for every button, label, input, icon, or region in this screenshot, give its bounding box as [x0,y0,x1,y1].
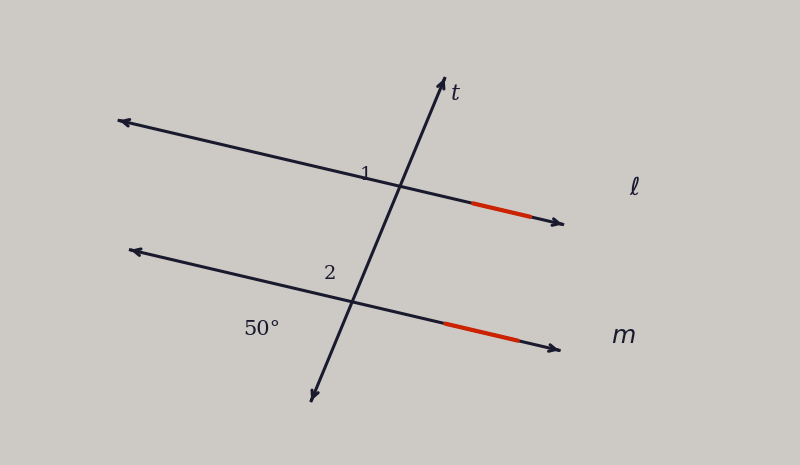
Text: 50°: 50° [243,320,281,339]
Text: t: t [451,83,460,105]
Text: $m$: $m$ [610,325,635,348]
Text: 1: 1 [360,166,372,184]
Text: 2: 2 [324,266,336,283]
Text: $\ell$: $\ell$ [629,175,640,199]
